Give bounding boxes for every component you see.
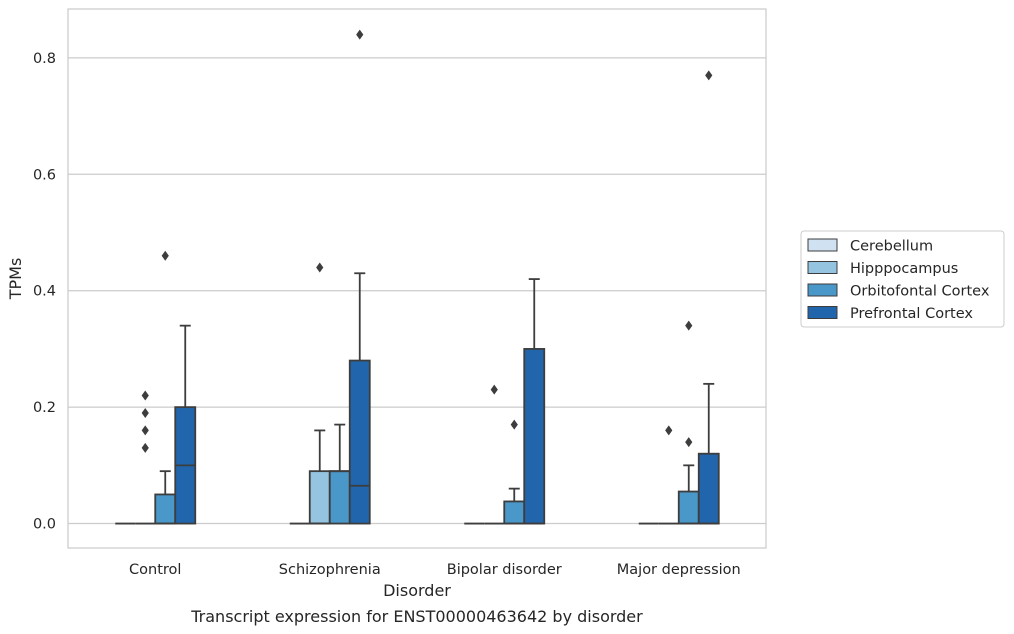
outlier-point: [705, 70, 713, 81]
box: [697, 452, 720, 525]
legend-swatch: [807, 261, 838, 274]
plot-frame: [67, 8, 767, 549]
outlier-point: [316, 262, 324, 273]
legend-frame: [800, 230, 1005, 328]
box: [308, 470, 331, 525]
x-tick-label: Bipolar disorder: [447, 562, 562, 578]
legend-swatch: [807, 238, 838, 252]
x-axis-label: Disorder: [383, 581, 451, 600]
outlier-point: [490, 384, 498, 395]
box: [348, 359, 371, 525]
legend-label: Hipppocampus: [850, 261, 958, 277]
legend-label: Orbitofontal Cortex: [850, 284, 990, 300]
x-tick-labels: Control Schizophrenia Bipolar disorder Majo…: [129, 562, 741, 578]
y-tick-label: 0.6: [33, 167, 56, 183]
box-group: [348, 29, 371, 525]
outlier-point: [141, 407, 149, 418]
box-group: [135, 442, 156, 525]
box-group: [154, 250, 177, 525]
outlier-point: [141, 390, 149, 401]
legend: Cerebellum Hipppocampus Orbitofontal Corte…: [800, 230, 1005, 328]
chart-caption: Transcript expression for ENST0000046364…: [190, 607, 643, 626]
outlier-point: [510, 419, 518, 430]
legend-swatch: [807, 306, 838, 319]
box-group: [697, 70, 720, 525]
box: [677, 490, 700, 525]
box-group: [523, 278, 546, 525]
y-tick-label: 0.0: [33, 517, 56, 533]
outlier-point: [356, 29, 364, 40]
outlier-point: [141, 425, 149, 436]
box-group: [328, 423, 351, 525]
outlier-point: [665, 425, 673, 436]
boxes-layer: [115, 29, 720, 525]
box-group: [174, 324, 197, 525]
y-tick-label: 0.4: [33, 284, 56, 300]
outlier-point: [685, 320, 693, 331]
box: [154, 493, 177, 525]
box-group: [503, 419, 526, 525]
y-tick-label: 0.8: [33, 51, 56, 67]
box: [328, 470, 351, 525]
legend-label: Prefrontal Cortex: [850, 306, 973, 322]
outlier-point: [161, 250, 169, 261]
y-tick-label: 0.2: [33, 400, 56, 416]
outlier-point: [685, 437, 693, 448]
outlier-group: [141, 390, 149, 436]
gridlines: [68, 57, 766, 525]
legend-swatch: [807, 283, 838, 297]
legend-label: Cerebellum: [850, 239, 933, 255]
y-tick-labels: 0.0 0.2 0.4 0.6 0.8: [33, 51, 56, 533]
outlier-point: [141, 442, 149, 453]
x-tick-label: Control: [129, 562, 181, 578]
box-group: [484, 384, 505, 525]
x-tick-label: Schizophrenia: [279, 562, 381, 578]
x-tick-label: Major depression: [617, 562, 741, 578]
outlier-group: [665, 425, 673, 436]
box-group: [308, 262, 331, 525]
y-axis-label: TPMs: [6, 258, 25, 301]
box: [503, 500, 526, 525]
box-group: [677, 320, 700, 525]
box: [523, 348, 546, 525]
